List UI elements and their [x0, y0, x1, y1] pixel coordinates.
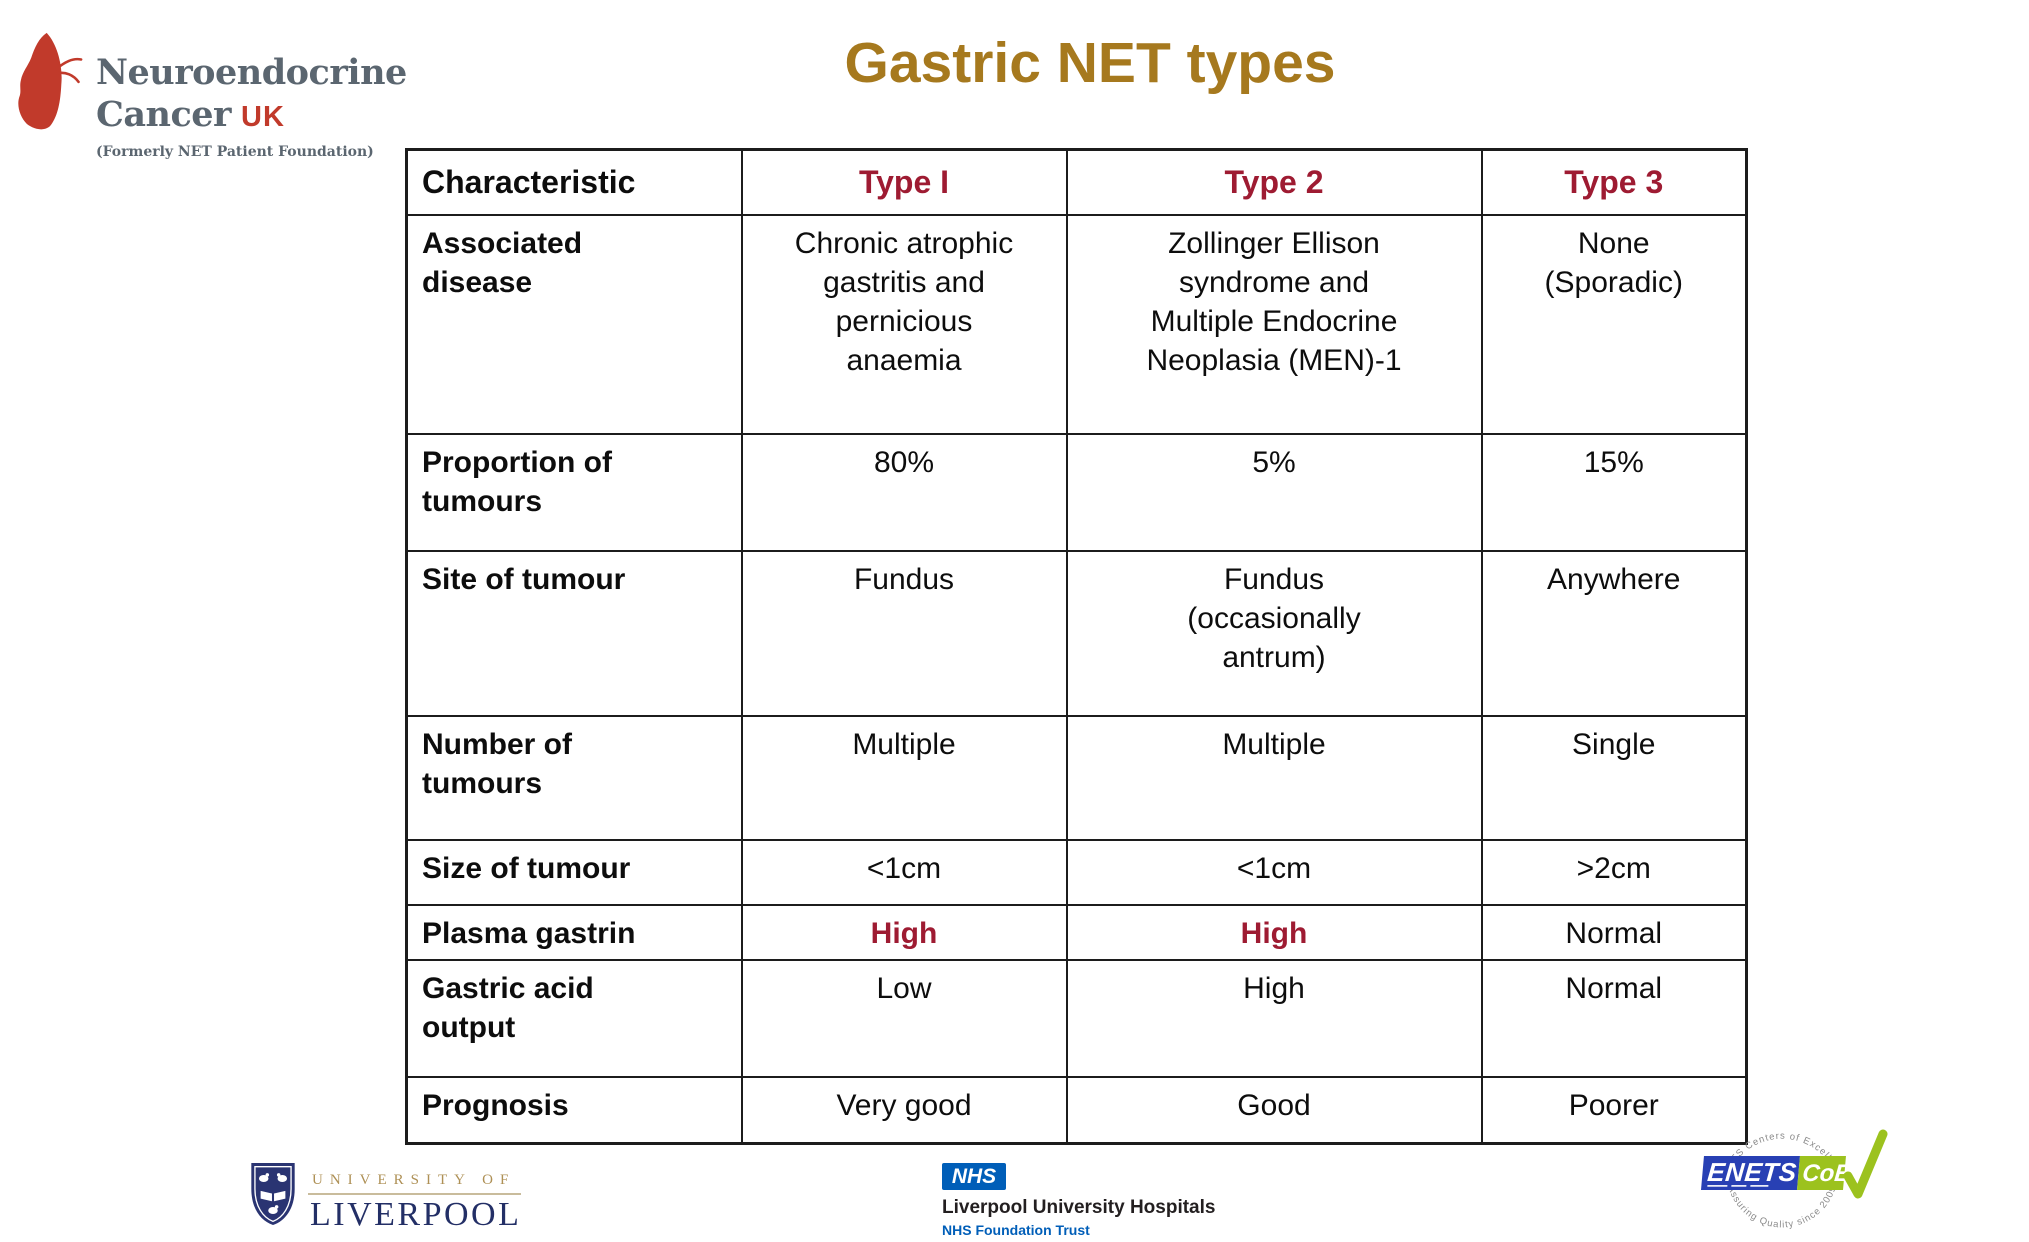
enets-badge-text: ENETS [1706, 1157, 1798, 1187]
table-cell: Fundus (occasionally antrum) [1065, 549, 1483, 717]
table-cell: 5% [1065, 432, 1483, 552]
row-label: Associated disease [405, 213, 743, 435]
row-label: Prognosis [405, 1075, 743, 1145]
liverpool-shield-icon [251, 1163, 295, 1225]
table-row: Size of tumour <1cm <1cm >2cm [405, 838, 1748, 906]
ncuk-uk-text: UK [241, 101, 285, 133]
enets-coe-logo: ENETS Centers of Excellence Assuring Qua… [1698, 1110, 1890, 1242]
slide-title: Gastric NET types [844, 31, 1336, 95]
table-cell: Fundus [740, 549, 1068, 717]
table-cell: 15% [1480, 432, 1748, 552]
gastric-net-table: Characteristic Type I Type 2 Type 3 Associa… [405, 148, 1748, 1145]
table-header-row: Characteristic Type I Type 2 Type 3 [405, 148, 1748, 216]
university-of-liverpool-logo: UNIVERSITY OF LIVERPOOL [250, 1162, 522, 1234]
table-cell: None (Sporadic) [1480, 213, 1748, 435]
table-cell: <1cm [740, 838, 1068, 906]
ncuk-cancer-text: Cancer [96, 94, 232, 135]
table-row: Number of tumours Multiple Multiple Single [405, 714, 1748, 841]
table-cell: Chronic atrophic gastritis and perniciou… [740, 213, 1068, 435]
table-cell: 80% [740, 432, 1068, 552]
ncuk-name-line1: Neuroendocrine [96, 52, 407, 93]
table-cell: Single [1480, 714, 1748, 841]
nhs-trust-name: Liverpool University Hospitals [942, 1197, 1216, 1218]
table-cell: Multiple [1065, 714, 1483, 841]
table-cell: Multiple [740, 714, 1068, 841]
liverpool-text: LIVERPOOL [310, 1196, 522, 1233]
nhs-logo: NHS [942, 1163, 1006, 1190]
column-header-type-2: Type 2 [1065, 148, 1483, 216]
nhs-logo-block: NHS Liverpool University Hospitals NHS F… [942, 1163, 1215, 1238]
column-header-type-1: Type I [740, 148, 1068, 216]
table-row: Associated disease Chronic atrophic gastr… [405, 213, 1748, 435]
butterfly-icon [18, 32, 83, 130]
table-cell: >2cm [1480, 838, 1748, 906]
table-cell: Good [1065, 1075, 1483, 1145]
table-cell: Low [740, 958, 1068, 1078]
column-header-type-3: Type 3 [1480, 148, 1748, 216]
table-cell: Normal [1480, 903, 1748, 961]
table-cell: Poorer [1480, 1075, 1748, 1145]
enets-coe-icon: ENETS Centers of Excellence Assuring Qua… [1701, 1129, 1888, 1230]
university-of-text: UNIVERSITY OF [308, 1172, 522, 1195]
table-row: Gastric acid output Low High Normal [405, 958, 1748, 1078]
table-cell: High [1065, 958, 1483, 1078]
table-row: Plasma gastrin High High Normal [405, 903, 1748, 961]
coe-badge-text: CoE [1801, 1160, 1852, 1187]
row-label: Number of tumours [405, 714, 743, 841]
nhs-foundation-trust: NHS Foundation Trust [942, 1222, 1090, 1238]
ncuk-tagline: (Formerly NET Patient Foundation) [96, 144, 374, 160]
ncuk-name-line2: Cancer UK [96, 94, 285, 135]
row-label: Site of tumour [405, 549, 743, 717]
row-label: Proportion of tumours [405, 432, 743, 552]
table-row: Proportion of tumours 80% 5% 15% [405, 432, 1748, 552]
table-cell: <1cm [1065, 838, 1483, 906]
row-label: Plasma gastrin [405, 903, 743, 961]
column-header-characteristic: Characteristic [405, 148, 743, 216]
table-cell: High [740, 903, 1068, 961]
enets-arc-bottom-text: Assuring Quality since 2009 [1725, 1184, 1838, 1230]
table-cell: Very good [740, 1075, 1068, 1145]
row-label: Gastric acid output [405, 958, 743, 1078]
table-cell: Zollinger Ellison syndrome and Multiple … [1065, 213, 1483, 435]
table-cell: Anywhere [1480, 549, 1748, 717]
table-cell: Normal [1480, 958, 1748, 1078]
table-cell: High [1065, 903, 1483, 961]
checkmark-icon [1843, 1129, 1888, 1199]
table-row: Site of tumour Fundus Fundus (occasionally… [405, 549, 1748, 717]
row-label: Size of tumour [405, 838, 743, 906]
table-row: Prognosis Very good Good Poorer [405, 1075, 1748, 1145]
svg-text:Assuring Quality since 2009: Assuring Quality since 2009 [1725, 1184, 1839, 1230]
